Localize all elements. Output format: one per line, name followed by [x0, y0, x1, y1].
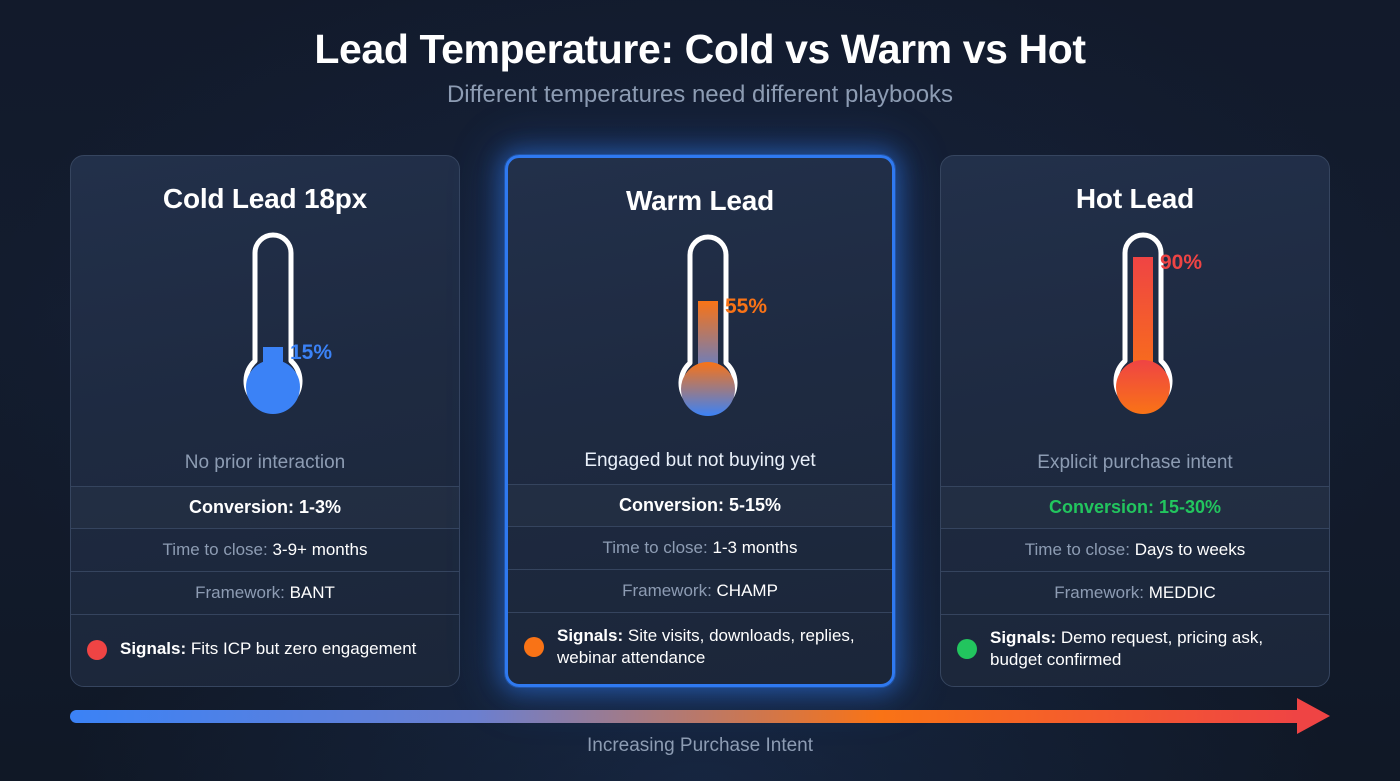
- card-title: Hot Lead: [1075, 183, 1195, 214]
- time-label: Time to close:: [162, 540, 268, 559]
- signals-text: Signals: Demo request, pricing ask, budg…: [990, 627, 1311, 672]
- row-signals: Signals: Site visits, downloads, replies…: [508, 611, 892, 684]
- signals-text: Signals: Site visits, downloads, replies…: [557, 625, 874, 670]
- thermometer-wrap: 55%: [615, 233, 785, 423]
- framework-label: Framework:: [195, 583, 285, 602]
- row-conversion: Conversion: 15-30%: [941, 485, 1329, 528]
- percent-label: 90%: [1160, 251, 1203, 274]
- signals-label: Signals:: [990, 627, 1057, 647]
- lead-temperature-cards: Cold Lead 18px 15% No prior interaction Con…: [70, 155, 1330, 687]
- intent-arrow: Increasing Purchase Intent: [70, 698, 1330, 757]
- row-description: No prior interaction: [184, 452, 346, 473]
- framework-value: CHAMP: [716, 580, 778, 600]
- signals-text: Signals: Fits ICP but zero engagement: [120, 638, 416, 661]
- time-value: Days to weeks: [1134, 539, 1246, 559]
- row-framework: Framework: BANT: [71, 571, 459, 614]
- row-time-to-close: Time to close: 3-9+ months: [71, 528, 459, 571]
- lead-card[interactable]: Cold Lead 18px 15% No prior interaction Con…: [70, 155, 460, 687]
- framework-value: MEDDIC: [1148, 582, 1216, 602]
- row-framework: Framework: MEDDIC: [941, 570, 1329, 614]
- page-subtitle: Different temperatures need different pl…: [446, 80, 954, 108]
- signals-value: Fits ICP but zero engagement: [190, 639, 417, 659]
- thermometer-icon: [678, 234, 738, 416]
- lead-card[interactable]: Warm Lead 55% Engaged but not buying yet Co…: [505, 155, 895, 687]
- row-signals: Signals: Fits ICP but zero engagement: [71, 614, 459, 686]
- header: Lead Temperature: Cold vs Warm vs Hot Di…: [0, 0, 1400, 109]
- row-time-to-close: Time to close: 1-3 months: [508, 525, 892, 569]
- card-title: Cold Lead 18px: [162, 183, 368, 214]
- row-conversion: Conversion: 1-3%: [71, 486, 459, 528]
- time-value: 3-9+ months: [272, 540, 368, 559]
- page-title: Lead Temperature: Cold vs Warm vs Hot: [314, 26, 1086, 72]
- signal-dot-icon: [87, 639, 107, 660]
- time-label: Time to close:: [602, 537, 708, 557]
- framework-value: BANT: [289, 583, 335, 602]
- card-title: Warm Lead: [625, 185, 775, 216]
- thermometer-wrap: 15%: [180, 231, 350, 421]
- lead-card[interactable]: Hot Lead 90% Explicit purchase intent Conve…: [940, 155, 1330, 687]
- card-detail-rows: No prior interaction Conversion: 1-3% Time…: [71, 440, 459, 686]
- percent-label: 55%: [725, 295, 768, 318]
- card-detail-rows: Explicit purchase intent Conversion: 15-3…: [941, 440, 1329, 686]
- time-value: 1-3 months: [712, 537, 798, 557]
- arrow-head-icon: [1297, 698, 1330, 734]
- thermometer-icon: [243, 232, 303, 414]
- row-description: Explicit purchase intent: [1037, 451, 1233, 473]
- card-detail-rows: Engaged but not buying yet Conversion: 5-…: [508, 438, 892, 684]
- intent-arrow-label: Increasing Purchase Intent: [586, 735, 814, 756]
- row-description: Engaged but not buying yet: [584, 449, 816, 471]
- row-signals: Signals: Demo request, pricing ask, budg…: [941, 613, 1329, 686]
- row-time-to-close: Time to close: Days to weeks: [941, 527, 1329, 571]
- signal-dot-icon: [957, 639, 977, 660]
- percent-label: 15%: [290, 341, 333, 364]
- thermometer-area: 90%: [941, 215, 1329, 420]
- signals-label: Signals:: [120, 639, 187, 659]
- signals-value: Demo request, pricing ask, budget confir…: [990, 627, 1264, 670]
- row-conversion: Conversion: 5-15%: [508, 483, 892, 526]
- framework-label: Framework:: [622, 580, 712, 600]
- signals-label: Signals:: [557, 625, 624, 645]
- signal-dot-icon: [524, 637, 544, 658]
- thermometer-icon: [1113, 232, 1173, 414]
- framework-label: Framework:: [1054, 582, 1144, 602]
- thermometer-area: 55%: [508, 217, 892, 422]
- time-label: Time to close:: [1024, 539, 1130, 559]
- thermometer-area: 15%: [71, 215, 459, 420]
- row-framework: Framework: CHAMP: [508, 568, 892, 612]
- signals-value: Site visits, downloads, replies, webinar…: [557, 625, 855, 668]
- intent-gradient-bar: [70, 698, 1330, 734]
- thermometer-wrap: 90%: [1050, 231, 1220, 421]
